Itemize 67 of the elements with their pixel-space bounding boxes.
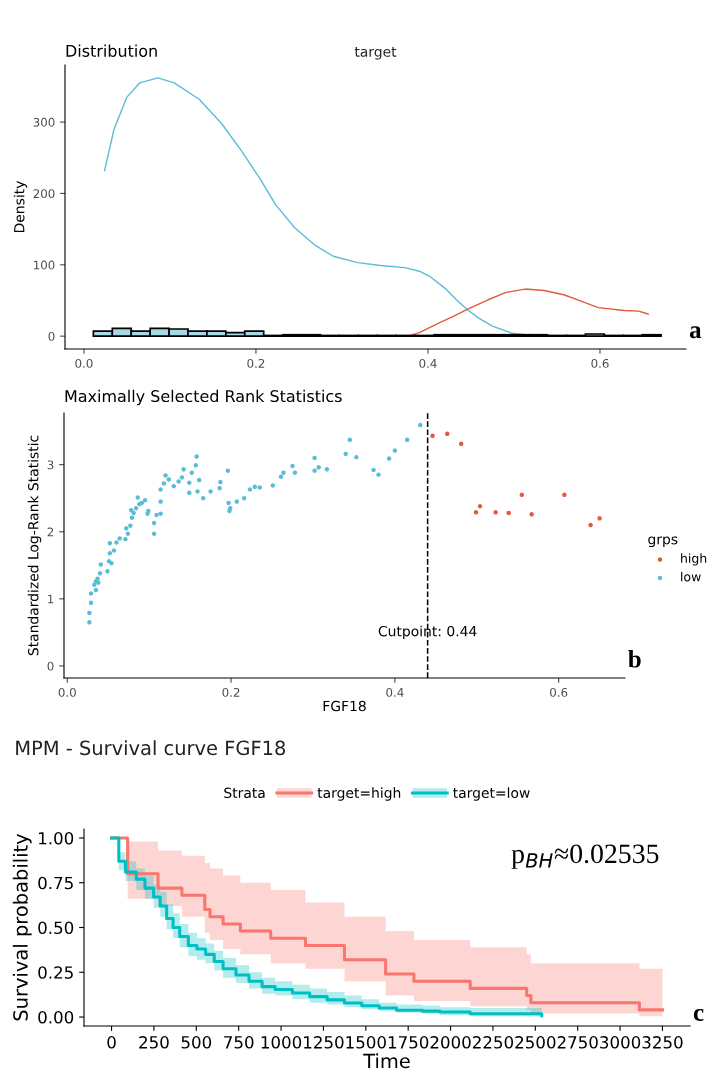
x-tick-label: 0 (107, 1036, 116, 1049)
point (529, 512, 534, 517)
y-axis-title: Density (13, 181, 28, 233)
y-tick-label: 0 (47, 661, 54, 671)
text: c (693, 1008, 704, 1021)
y-tick-label: 0.50 (38, 921, 74, 935)
chart-title: Maximally Selected Rank Statistics (65, 389, 342, 406)
text: a (689, 326, 702, 339)
point (519, 492, 525, 498)
x-tick-label: 3000 (600, 1036, 641, 1049)
point (445, 431, 450, 437)
x-tick-label: 3250 (642, 1036, 683, 1049)
x-tick-label: 1750 (388, 1036, 429, 1049)
y-axis-title: Survival probability (12, 833, 32, 1021)
y-tick-label: 200 (33, 189, 55, 199)
x-tick-label: 2500 (515, 1036, 556, 1049)
x-axis-title: Time (363, 1053, 410, 1069)
chart-title: target (354, 46, 397, 60)
x-tick-label: 250 (139, 1036, 169, 1049)
point (562, 492, 567, 498)
y-tick-label: 1.00 (39, 831, 74, 845)
chart-title: MPM - Survival curve FGF18 (16, 740, 286, 756)
point (597, 516, 602, 521)
legend-title: Strata (224, 787, 265, 799)
x-tick-label: 0.6 (550, 687, 568, 697)
y-tick-label: 0.00 (38, 1011, 74, 1024)
point (506, 510, 511, 516)
chart-subtitle: Distribution (66, 44, 157, 57)
x-tick-label: 2750 (557, 1036, 598, 1049)
x-tick-label: 2250 (472, 1036, 514, 1049)
x-tick-label: 0.4 (419, 358, 437, 368)
x-axis-title: FGF18 (323, 700, 366, 712)
ref-line-label: Cutpoint: 0.44 (378, 625, 477, 640)
x-tick-label: 0.2 (222, 687, 240, 697)
point (458, 441, 464, 447)
legend-label: low (681, 571, 701, 582)
x-tick-label: 0.6 (591, 358, 609, 368)
x-tick-label: 2000 (430, 1036, 471, 1049)
point (430, 433, 435, 439)
y-tick-label: 300 (33, 117, 55, 127)
legend-title: grps (648, 536, 678, 548)
y-axis-title: Standardized Log-Rank Statistic (27, 435, 42, 656)
x-tick-label: 0.2 (247, 358, 265, 368)
y-tick-label: 2 (47, 527, 54, 537)
y-tick-label: 100 (34, 260, 55, 270)
x-tick-label: 0.4 (386, 687, 404, 697)
point (493, 510, 498, 515)
y-tick-label: 0 (48, 331, 55, 341)
legend-label: target=high (317, 787, 401, 801)
x-tick-label: 1000 (261, 1036, 302, 1049)
point (473, 510, 479, 515)
legend-label: target=low (453, 787, 530, 801)
x-tick-label: 1250 (304, 1036, 344, 1049)
annotation: p$_{BH}$≈0.02535 (511, 844, 659, 869)
x-tick-label: 500 (181, 1036, 212, 1049)
y-tick-label: 1 (48, 594, 54, 604)
x-tick-label: 0.0 (75, 358, 93, 368)
y-tick-label: 0.25 (38, 966, 73, 979)
x-tick-label: 0.0 (58, 687, 76, 697)
x-tick-label: 1500 (346, 1036, 386, 1049)
y-tick-label: 3 (47, 460, 54, 470)
text: b (628, 650, 641, 668)
point (477, 504, 483, 509)
y-tick-label: 0.75 (38, 876, 73, 890)
point (588, 522, 593, 528)
legend-label: high (681, 553, 707, 566)
x-tick-label: 750 (224, 1036, 254, 1049)
